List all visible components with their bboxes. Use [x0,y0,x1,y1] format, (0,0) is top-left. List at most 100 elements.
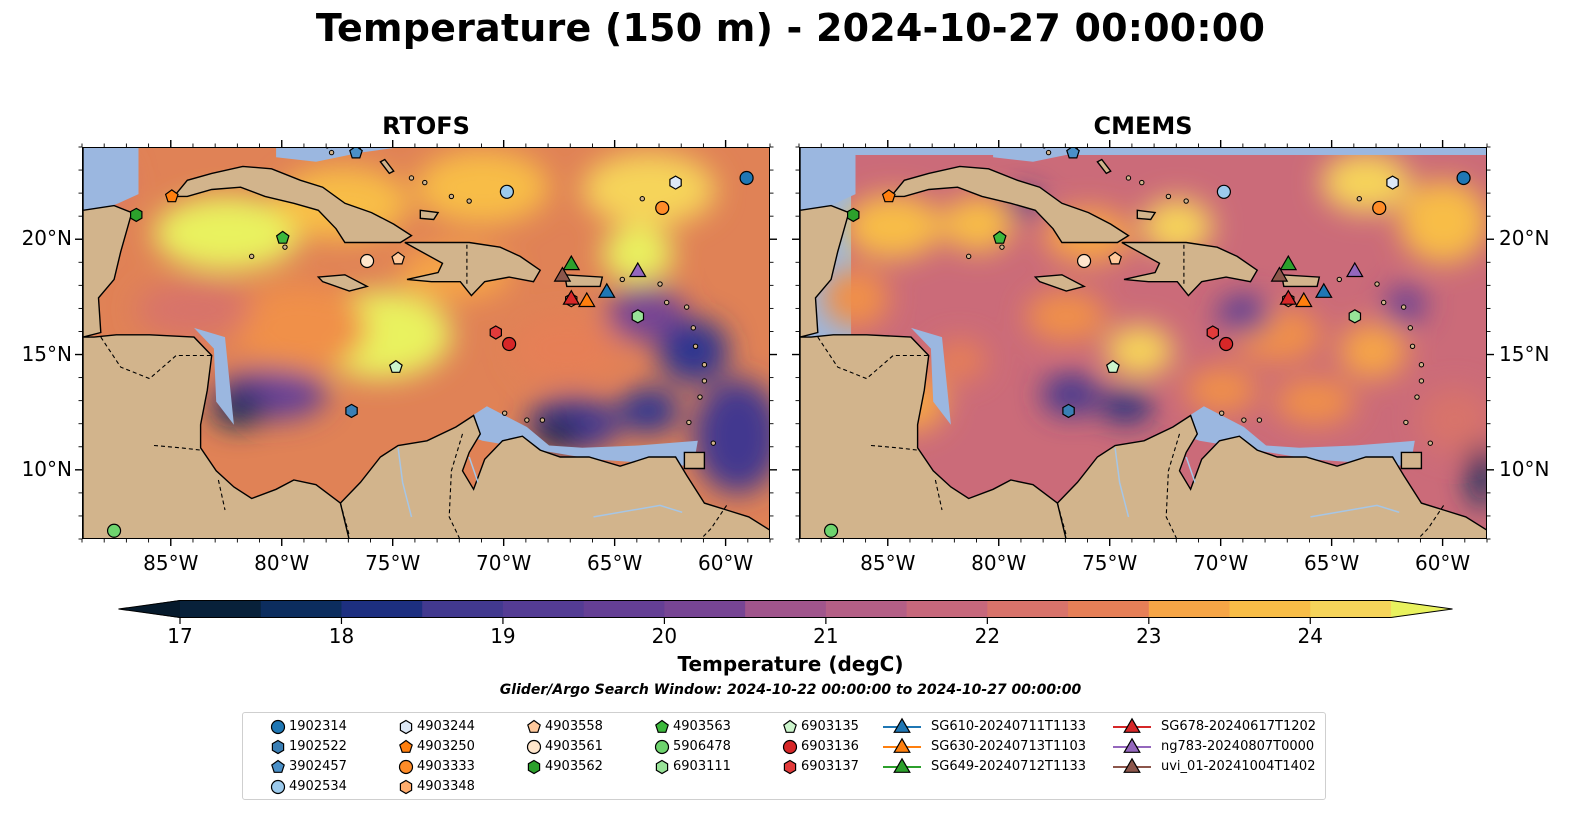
legend-label: uvi_01-20241004T1402 [1161,759,1316,774]
legend-label: 1902522 [289,739,347,754]
colorbar-segment [180,600,262,618]
lon-tick-label: 70°W [476,551,532,575]
colorbar-segment [1310,600,1392,618]
marker-3902457 [271,759,285,773]
marker-4902534 [499,184,514,199]
shelf-3 [1168,406,1415,467]
colorbar-segment [664,600,746,618]
land-cuba [172,165,413,244]
marker-5906478 [823,523,839,538]
legend-item: SG678-20240617T1202 [1113,717,1345,737]
marker-1902314 [270,719,286,735]
colorbar-segment [745,600,827,618]
island [408,175,415,181]
island [683,304,690,310]
colorbar-tick-label: 23 [1136,624,1162,648]
shelf-3 [451,406,698,467]
marker-6903135 [783,719,797,733]
legend-label: 1902314 [289,719,347,734]
marker-SG610-20240711T1133 [1314,282,1333,298]
border-1 [153,444,201,451]
marker-uvi_01-20241004T1402 [553,266,572,282]
island [1218,410,1225,416]
marker-4903561 [526,739,542,755]
legend-marker-triangle-icon [883,757,921,773]
land-jamaica [316,274,370,292]
lat-tick-label: 15°N [1499,341,1550,366]
island [1045,149,1052,156]
colorbar-tick-label: 22 [974,624,1001,648]
marker-1902522 [271,739,285,755]
marker-ng783-20240807T0000 [1345,261,1364,278]
legend-item: 4903333 [385,757,613,777]
island [282,244,288,250]
marker-4903250 [881,189,896,203]
colorbar-tick-label: 19 [490,624,516,648]
island [1414,394,1420,400]
lat-tick-label: 15°N [21,341,72,366]
legend-item: 4903562 [513,757,741,777]
legend-item: 4903561 [513,737,741,757]
legend-label: SG630-20240713T1103 [931,739,1087,754]
legend-item: 3902457 [257,757,485,777]
island [657,281,663,287]
border-5 [1418,505,1445,538]
lat-tick-label: 10°N [1499,456,1550,481]
marker-SG649-20240712T1133 [893,757,911,773]
legend-label: 4902534 [289,779,347,794]
legend-marker-triangle-icon [883,717,921,733]
shelf-2 [993,148,1111,162]
legend-label: 4903250 [417,739,475,754]
colorbar-segment [422,600,504,618]
legend-item: 6903111 [641,757,869,777]
land-south-america [339,414,769,538]
colorbar-segment [260,600,342,618]
land-mexico-yucatan [83,148,133,338]
legend-marker-triangle-icon [1113,717,1151,733]
marker-4903333 [398,759,414,775]
lon-tick-label: 60°W [697,551,754,575]
legend-label: 4903562 [545,759,603,774]
land-jamaica [1033,274,1087,292]
island [1407,325,1414,331]
marker-SG630-20240713T1103 [1294,291,1313,308]
colorbar-outline [118,600,1453,618]
marker-SG678-20240617T1202 [1279,289,1298,305]
legend-marker-circle-icon [526,739,542,755]
marker-4903562 [527,759,541,775]
colorbar-segment [1068,600,1150,618]
marker-6903135 [1105,359,1120,373]
legend-item: 4902534 [257,777,485,797]
marker-6903111 [1348,309,1362,324]
island [1400,304,1407,310]
lon-tick-label: 85°W [860,551,916,575]
colorbar-bar [118,600,1453,624]
marker-3902457 [1066,148,1080,159]
legend-item: 4903348 [385,777,613,797]
border-1 [870,444,918,451]
search-window-text: Glider/Argo Search Window: 2024-10-22 00… [499,682,1082,698]
legend-marker-pentagon-icon [527,719,541,733]
island [697,394,703,400]
river [593,504,683,518]
land-great-inagua [419,209,440,221]
panel-title-cmems: CMEMS [1093,112,1193,140]
marker-uvi_01-20241004T1402 [1270,266,1289,282]
legend-item: 4903563 [641,717,869,737]
land-puerto-rico [1280,274,1321,288]
island [501,410,508,416]
border-0 [100,336,212,380]
island [701,378,708,384]
marker-4903558 [1108,251,1123,265]
marker-3902457 [349,148,363,159]
marker-4903244 [669,175,682,190]
marker-4903333 [655,200,670,216]
legend-marker-pentagon-icon [655,719,669,733]
legend-item: 6903135 [769,717,997,737]
lon-tick-label: 80°W [254,551,310,575]
legend-item: SG649-20240712T1133 [883,757,1115,777]
island [524,417,530,423]
island [690,325,697,331]
island [701,362,708,368]
marker-6903136 [1219,336,1234,352]
